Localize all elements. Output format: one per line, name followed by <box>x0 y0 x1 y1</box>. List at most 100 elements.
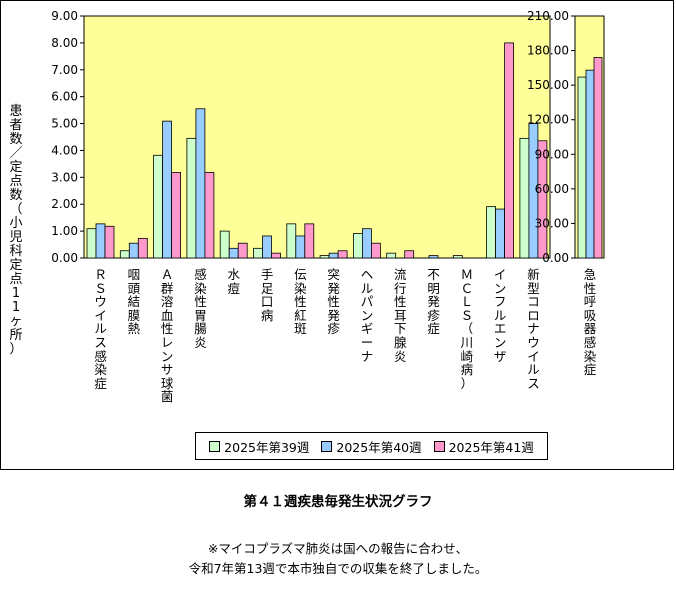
category-label-char: 流 <box>394 267 407 282</box>
legend-item: 2025年第39週 <box>209 437 309 456</box>
legend-swatch-40 <box>321 440 333 452</box>
bar <box>519 137 530 259</box>
y-tick-label: 180.00 <box>527 44 569 58</box>
category-label-char: ル <box>493 307 507 323</box>
category-label-char: 呼 <box>583 294 597 310</box>
category-label-char: 群 <box>160 280 174 296</box>
category-label-char: 痘 <box>227 280 241 296</box>
category-label-char: フ <box>493 294 507 310</box>
category-label-char: ル <box>527 362 540 378</box>
bar <box>304 223 315 259</box>
category-label-char: 感 <box>94 348 107 364</box>
category-label-char: 下 <box>394 321 407 337</box>
category-label-char: 性 <box>294 294 307 310</box>
category-label: 新型コロナウイルス <box>526 268 542 390</box>
y-tick-label: 30.00 <box>535 216 569 230</box>
category-label-char: Ｓ <box>460 307 474 323</box>
bar <box>486 206 497 259</box>
category-label-char: 症 <box>427 321 440 337</box>
bar <box>328 252 339 259</box>
y-axis-label-char: 所 <box>9 328 23 343</box>
category-label: 感染性胃腸炎 <box>193 268 209 350</box>
bar <box>361 228 372 259</box>
category-label-char: 性 <box>194 294 207 310</box>
chart-canvas: 0.00 1.00 2.00 3.00 4.00 5.00 6.00 7.00 8.00 9.00… <box>51 9 605 265</box>
y-tick-label: 3.00 <box>51 170 78 184</box>
legend: 2025年第39週 2025年第40週 2025年第41週 <box>195 432 548 460</box>
y-tick-label: 4.00 <box>51 143 78 157</box>
category-label-char: 不 <box>427 267 440 282</box>
bar <box>537 140 548 259</box>
bar <box>295 235 306 259</box>
bar <box>577 76 587 259</box>
y-axis-label-char: 定 <box>9 258 23 273</box>
category-label-char: 川 <box>460 334 474 350</box>
bar <box>237 242 248 259</box>
bar <box>452 255 463 259</box>
category-label-char: 染 <box>94 362 107 378</box>
category-label-char: 疹 <box>327 321 340 337</box>
category-label-char: Ａ <box>160 267 174 282</box>
category-label-char: 頭 <box>127 280 141 296</box>
category-label-char: 手 <box>260 267 274 282</box>
category-label-char: 腺 <box>394 334 407 350</box>
y-axis-label-char: 児 <box>9 230 23 245</box>
category-label-char: Ｌ <box>460 294 474 310</box>
y-axis-label-char: 数 <box>9 132 23 147</box>
bar <box>162 120 173 259</box>
category-label-char: 球 <box>160 375 174 391</box>
legend-item: 2025年第41週 <box>433 437 534 456</box>
category-label: インフルエンザ <box>492 268 508 363</box>
category-label-char: 熱 <box>127 321 141 337</box>
category-label-char: 器 <box>583 321 597 337</box>
bar <box>171 172 182 259</box>
y-axis-label-char: （ <box>9 202 23 217</box>
y-tick-label: 5.00 <box>51 117 78 131</box>
bar <box>271 252 281 259</box>
bar <box>504 42 515 259</box>
bar <box>593 57 603 259</box>
category-label-char: 感 <box>194 267 207 282</box>
category-label-char: ナ <box>360 348 374 364</box>
y-axis-label-char: 1 <box>11 286 21 301</box>
category-label: Ｍ Ｃ Ｌ Ｓ （川崎病） <box>459 268 475 390</box>
y-tick-label: 7.00 <box>51 63 78 77</box>
category-label-char: 耳 <box>394 307 407 323</box>
legend-label-41: 2025年第41週 <box>448 439 534 455</box>
category-label-char: 紅 <box>294 307 307 323</box>
category-label-char: ル <box>94 321 107 337</box>
category-label-char: ス <box>527 375 540 391</box>
y-axis-label-char: 定 <box>9 160 23 175</box>
category-label-char: ン <box>360 307 374 323</box>
category-label-char: 感 <box>583 334 597 350</box>
y-axis-label-char: ヶ <box>9 314 23 329</box>
bar <box>585 69 595 259</box>
category-label: 咽頭結膜熱 <box>126 268 142 336</box>
category-label-char: Ｍ <box>460 267 474 282</box>
category-label-char: イ <box>94 307 107 323</box>
y-axis-label-char: 者 <box>9 118 23 133</box>
category-label: 伝染性紅斑 <box>292 268 308 336</box>
category-label-char: 斑 <box>294 321 307 337</box>
y-tick-label: 60.00 <box>535 182 569 196</box>
bar <box>495 208 506 259</box>
category-label-char: Ｓ <box>94 280 107 296</box>
category-label-char: 型 <box>527 280 540 296</box>
y-axis-label-char: 1 <box>11 300 21 315</box>
y-tick-label: 0.00 <box>51 251 78 265</box>
category-label-char: ン <box>493 334 507 350</box>
bar <box>195 108 206 259</box>
y-tick-label: 9.00 <box>51 9 78 23</box>
category-label-char: ギ <box>360 321 374 337</box>
category-label-char: サ <box>160 362 174 378</box>
bar <box>119 250 130 259</box>
category-label-char: 性 <box>327 294 340 310</box>
y-axis-label-char: 小 <box>9 216 23 231</box>
bar <box>319 255 330 259</box>
bar <box>95 223 106 259</box>
category-label-char: コ <box>527 294 540 310</box>
category-label-char: 水 <box>227 267 241 282</box>
note-line-2: 令和7年第13週で本市独自での収集を終了しました。 <box>188 561 488 576</box>
category-label-char: 病 <box>460 362 474 378</box>
